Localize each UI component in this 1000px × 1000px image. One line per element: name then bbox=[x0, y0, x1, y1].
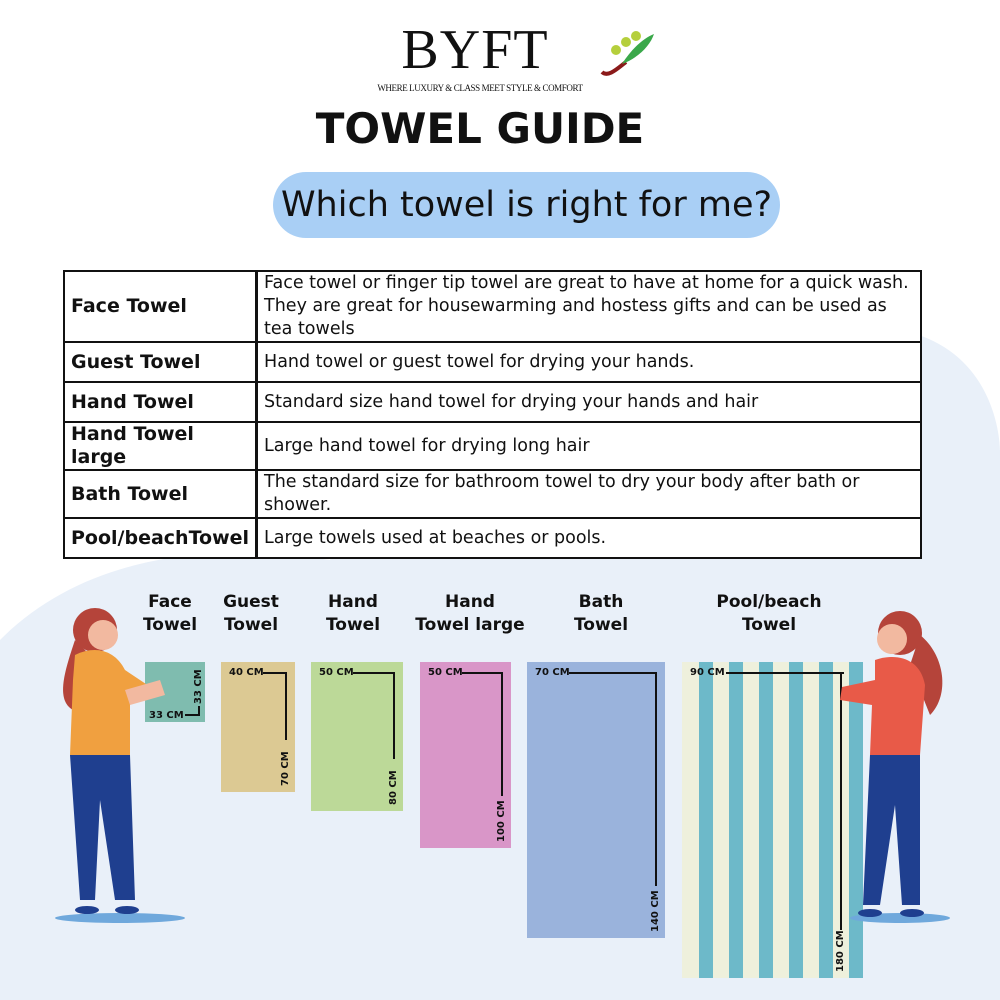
towel-stripe bbox=[699, 662, 713, 978]
towel-name: Hand Towel bbox=[63, 381, 259, 423]
towel-label: Bath Towel bbox=[531, 591, 671, 637]
towel-label-line: Guest bbox=[223, 592, 279, 612]
towel-name: Hand Towel large bbox=[63, 421, 259, 471]
table-row: Face Towel Face towel or finger tip towel… bbox=[63, 270, 923, 343]
towel-label: Pool/beach Towel bbox=[699, 591, 839, 637]
subtitle-pill: Which towel is right for me? bbox=[273, 172, 780, 238]
width-label: 70 CM bbox=[535, 667, 570, 678]
width-label: 33 CM bbox=[149, 710, 184, 721]
towel-stripe bbox=[819, 662, 833, 978]
brand-logo: BYFT bbox=[401, 19, 549, 81]
towel-label-line: Hand bbox=[328, 592, 378, 612]
table-row: Hand Towel Standard size hand towel for d… bbox=[63, 381, 923, 423]
towel-name: Guest Towel bbox=[63, 341, 259, 383]
width-label: 40 CM bbox=[229, 667, 264, 678]
towel-desc: The standard size for bathroom towel to … bbox=[255, 469, 923, 519]
height-label: 70 CM bbox=[280, 751, 291, 786]
towel-name: Bath Towel bbox=[63, 469, 259, 519]
towel-desc: Hand towel or guest towel for drying you… bbox=[255, 341, 923, 383]
towel-label-line: Towel large bbox=[415, 615, 525, 635]
towel-label: Guest Towel bbox=[181, 591, 321, 637]
leaf-logo-icon bbox=[600, 31, 654, 76]
height-label: 180 CM bbox=[835, 930, 846, 972]
table-row: Hand Towel large Large hand towel for dry… bbox=[63, 421, 923, 471]
woman-illustration-right bbox=[840, 611, 950, 923]
towel-label-line: Bath bbox=[578, 592, 624, 612]
towel-stripe bbox=[849, 662, 863, 978]
towel-shape: 90 CM 180 CM bbox=[682, 662, 863, 978]
width-label: 90 CM bbox=[690, 667, 725, 678]
towel-shape: 70 CM 140 CM bbox=[527, 662, 665, 938]
towel-shape: 50 CM 80 CM bbox=[311, 662, 403, 811]
towel-label-line: Hand bbox=[445, 592, 495, 612]
towel-table: Face Towel Face towel or finger tip towel… bbox=[63, 270, 923, 559]
width-label: 50 CM bbox=[319, 667, 354, 678]
table-row: Guest Towel Hand towel or guest towel for… bbox=[63, 341, 923, 383]
height-label: 80 CM bbox=[388, 770, 399, 805]
width-label: 50 CM bbox=[428, 667, 463, 678]
woman-illustration-left bbox=[55, 608, 185, 923]
towel-label-line: Towel bbox=[741, 615, 797, 635]
towel-desc: Large hand towel for drying long hair bbox=[255, 421, 923, 471]
towel-shape: 40 CM 70 CM bbox=[221, 662, 295, 792]
towel-label: Face Towel bbox=[100, 591, 240, 637]
towel-shape: 50 CM 100 CM bbox=[420, 662, 511, 848]
towel-label-line: Towel bbox=[573, 615, 629, 635]
desc-line: Face towel or finger tip towel are great… bbox=[264, 273, 909, 293]
towel-label: Hand Towel bbox=[283, 591, 423, 637]
height-label: 100 CM bbox=[496, 800, 507, 842]
towel-label-line: Towel bbox=[325, 615, 381, 635]
table-row: Pool/beachTowel Large towels used at beac… bbox=[63, 517, 923, 559]
height-label: 140 CM bbox=[650, 890, 661, 932]
towel-desc: Standard size hand towel for drying your… bbox=[255, 381, 923, 423]
towel-label: Hand Towel large bbox=[400, 591, 540, 637]
towel-name: Pool/beachTowel bbox=[63, 517, 259, 559]
towel-label-line: Towel bbox=[142, 615, 198, 635]
page-title: TOWEL GUIDE bbox=[315, 104, 645, 153]
towel-stripe bbox=[789, 662, 803, 978]
towel-desc: Face towel or finger tip towel are great… bbox=[255, 270, 923, 343]
towel-name: Face Towel bbox=[63, 270, 259, 343]
towel-desc: Large towels used at beaches or pools. bbox=[255, 517, 923, 559]
brand-tagline: WHERE LUXURY & CLASS MEET STYLE & COMFOR… bbox=[377, 83, 583, 93]
towel-stripe bbox=[759, 662, 773, 978]
towel-label-line: Towel bbox=[223, 615, 279, 635]
table-row: Bath Towel The standard size for bathroom… bbox=[63, 469, 923, 519]
towel-label-line: Pool/beach bbox=[716, 592, 822, 612]
towel-stripe bbox=[729, 662, 743, 978]
desc-line: They are great for housewarming and host… bbox=[264, 296, 887, 339]
towel-label-line: Face bbox=[148, 592, 192, 612]
